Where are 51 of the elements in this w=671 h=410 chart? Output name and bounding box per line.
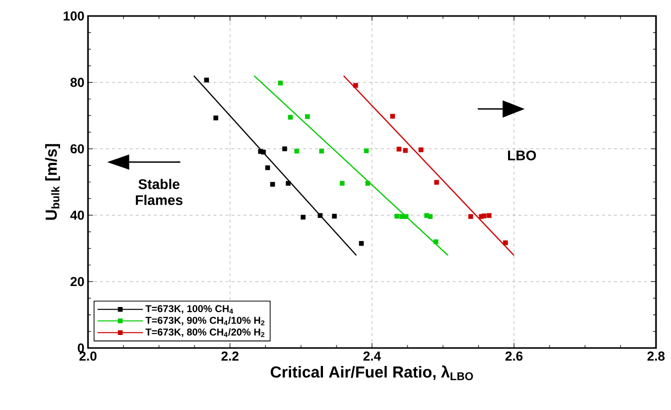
point xyxy=(318,213,323,218)
legend-label: T=673K, 90% CH$_{4}$/10% H$_{2}$ xyxy=(146,316,264,326)
point xyxy=(332,214,337,219)
point xyxy=(260,150,266,155)
y-tick-label: 40 xyxy=(70,210,84,220)
point xyxy=(265,165,270,170)
x-axis-title: Critical Air/Fuel Ratio, λ$_{LBO}$ xyxy=(270,366,473,380)
x-tick-label: 2.0 xyxy=(79,352,96,361)
point xyxy=(404,214,408,219)
point xyxy=(294,148,300,154)
point xyxy=(418,147,424,152)
point xyxy=(288,114,293,120)
point xyxy=(434,239,438,244)
y-tick-label: 80 xyxy=(70,78,84,87)
point xyxy=(396,146,402,152)
point xyxy=(365,180,370,186)
x-tick-label: 2.8 xyxy=(647,352,665,361)
point xyxy=(402,148,408,153)
point xyxy=(364,148,369,154)
y-tick-label: 0 xyxy=(78,343,84,353)
x-tick-label: 2.2 xyxy=(221,352,238,361)
point xyxy=(486,213,492,218)
point xyxy=(434,180,440,185)
point xyxy=(300,214,306,220)
point xyxy=(390,114,395,119)
x-tick-label: 2.6 xyxy=(505,352,523,361)
point xyxy=(204,78,209,82)
legend-label: T=673K, 100% CH$_{4}$ xyxy=(146,305,234,314)
point xyxy=(286,180,291,186)
point xyxy=(503,240,508,246)
legend-label: T=673K, 80% CH$_{4}$/20% H$_{2}$ xyxy=(146,328,264,338)
x-tick-label: 2.4 xyxy=(363,352,381,361)
point xyxy=(270,182,275,187)
point xyxy=(305,114,310,119)
point xyxy=(428,214,433,219)
y-tick-label: 20 xyxy=(70,277,84,286)
point xyxy=(319,148,324,154)
point xyxy=(340,180,345,186)
y-tick-label: 60 xyxy=(70,144,84,154)
point xyxy=(278,80,283,86)
y-axis-title: U$_{bulk}$ [m/s] xyxy=(45,144,60,220)
point xyxy=(358,241,364,246)
point xyxy=(482,213,487,218)
point xyxy=(213,116,218,120)
annotation: Stable Flames xyxy=(136,178,182,206)
point xyxy=(353,82,358,88)
point xyxy=(394,214,400,219)
y-tick-label: 100 xyxy=(64,11,84,21)
point xyxy=(282,146,288,152)
point xyxy=(468,214,474,219)
annotation: LBO xyxy=(508,150,536,160)
